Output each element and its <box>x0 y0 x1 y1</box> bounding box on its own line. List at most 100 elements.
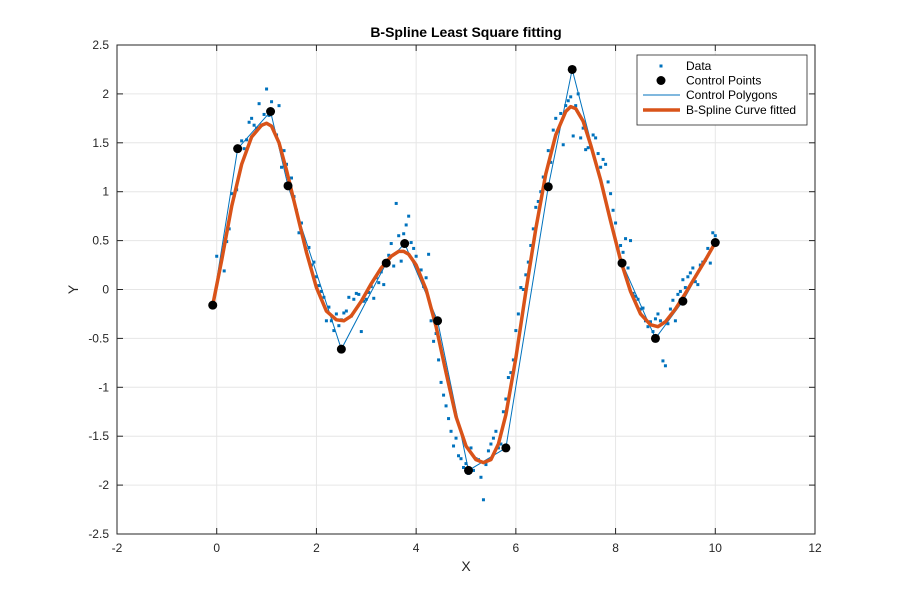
data-point <box>412 246 416 250</box>
data-point <box>250 116 254 120</box>
x-tick-label: 10 <box>709 541 723 555</box>
data-point <box>317 284 321 288</box>
data-point <box>671 298 675 302</box>
data-point <box>686 275 690 279</box>
data-point <box>342 311 346 315</box>
x-tick-label: 6 <box>513 541 520 555</box>
data-point <box>656 312 660 316</box>
data-point <box>574 104 578 108</box>
x-tick-label: 2 <box>313 541 320 555</box>
data-point <box>658 319 662 323</box>
data-point <box>427 252 431 256</box>
control-point <box>381 258 391 268</box>
data-point <box>297 231 301 235</box>
data-point <box>282 149 286 153</box>
data-point <box>471 468 475 472</box>
data-point <box>424 276 428 280</box>
data-point <box>713 234 717 238</box>
data-point <box>614 221 618 225</box>
x-tick-label: 0 <box>213 541 220 555</box>
data-point <box>634 294 638 298</box>
data-point <box>469 446 473 450</box>
data-point <box>691 266 695 270</box>
data-point <box>529 243 533 247</box>
control-point <box>678 296 688 306</box>
data-point <box>546 149 550 153</box>
data-point <box>541 175 545 179</box>
data-point <box>329 319 333 323</box>
data-point <box>327 305 331 309</box>
data-point <box>334 312 338 316</box>
data-point <box>624 237 628 241</box>
control-point <box>463 465 473 475</box>
data-point <box>531 227 535 231</box>
legend-item-fitted-curve: B-Spline Curve fitted <box>643 103 796 117</box>
control-point <box>208 300 218 310</box>
data-point <box>559 111 563 115</box>
data-point <box>494 429 498 433</box>
data-point <box>362 299 366 303</box>
data-point <box>519 286 523 290</box>
data-point <box>459 457 463 461</box>
data-point <box>629 239 633 243</box>
data-point <box>693 280 697 284</box>
data-point <box>312 260 316 264</box>
data-point <box>514 329 518 333</box>
data-point <box>392 264 396 268</box>
legend-data-marker <box>659 64 663 68</box>
data-point <box>549 160 553 164</box>
data-point <box>414 254 418 258</box>
data-point <box>566 99 570 103</box>
data-point <box>357 292 361 296</box>
data-point <box>499 442 503 446</box>
data-point <box>666 322 670 326</box>
data-point <box>706 246 710 250</box>
data-point <box>586 146 590 150</box>
data-point <box>404 223 408 227</box>
legend-fitted-curve-label: B-Spline Curve fitted <box>686 103 796 117</box>
data-point <box>648 320 652 324</box>
data-point <box>324 319 328 323</box>
y-tick-label: 1 <box>102 185 109 199</box>
data-point <box>354 291 358 295</box>
data-point <box>299 221 303 225</box>
x-tick-label: 8 <box>612 541 619 555</box>
data-point <box>516 312 520 316</box>
data-point <box>641 306 645 310</box>
data-point <box>367 290 371 294</box>
data-point <box>437 358 441 362</box>
data-point <box>711 231 715 235</box>
y-tick-label: -2 <box>98 478 109 492</box>
data-point <box>569 95 573 99</box>
data-point <box>663 364 667 368</box>
control-point <box>501 443 511 453</box>
legend-data-label: Data <box>686 59 712 73</box>
y-tick-label: -0.5 <box>88 331 109 345</box>
control-point <box>233 144 243 154</box>
data-point <box>230 192 234 196</box>
data-point <box>521 288 525 291</box>
data-point <box>407 214 411 218</box>
data-point <box>479 475 483 479</box>
data-point <box>307 245 311 249</box>
legend-item-data: Data <box>659 59 712 73</box>
data-point <box>511 358 515 362</box>
data-point <box>337 324 341 328</box>
data-point <box>402 232 406 236</box>
data-point <box>464 462 468 466</box>
data-point <box>584 148 588 152</box>
y-tick-label: 2 <box>102 87 109 101</box>
control-point <box>617 258 627 268</box>
data-point <box>240 139 244 143</box>
data-point <box>609 192 613 196</box>
x-tick-label: 4 <box>413 541 420 555</box>
chart-title: B-Spline Least Square fitting <box>370 24 561 40</box>
data-point <box>382 283 386 287</box>
data-point <box>501 410 505 414</box>
legend-item-control-points: Control Points <box>656 74 761 88</box>
data-point <box>621 250 625 254</box>
y-tick-label: 1.5 <box>92 136 109 150</box>
data-point <box>539 190 543 194</box>
y-tick-label: -2.5 <box>88 527 109 541</box>
